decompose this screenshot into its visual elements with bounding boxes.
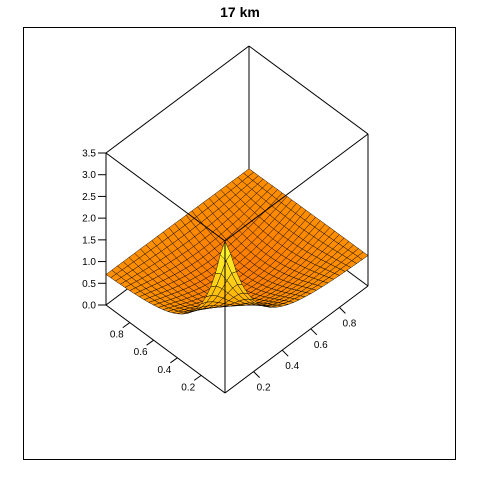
box-edge-back-1 <box>248 45 369 135</box>
y-tick-label: 0.6 <box>134 347 148 358</box>
x-tick-label: 0.6 <box>314 340 328 351</box>
axes: 0.0 0.5 1.0 1.5 2.0 2.5 3.0 3.5 0.2 0.4 0.6 0.8 0.2 0… <box>82 149 357 394</box>
x-tick-label: 0.2 <box>257 383 271 394</box>
surface-mesh <box>105 168 369 315</box>
z-tick-label: 0.0 <box>82 301 96 312</box>
box-front-edges <box>105 133 369 394</box>
box-edge-front-1 <box>224 133 369 242</box>
y-tick-label: 0.4 <box>157 365 171 376</box>
z-tick-label: 2.5 <box>82 192 96 203</box>
y-tick <box>122 322 131 329</box>
y-tick <box>193 374 202 381</box>
plot-frame <box>23 27 456 460</box>
z-tick-label: 3.0 <box>82 170 96 181</box>
z-tick-label: 0.5 <box>82 279 96 290</box>
z-tick-label: 2.0 <box>82 214 96 225</box>
box-edge-front-6 <box>105 304 226 394</box>
box-edge-front-5 <box>224 285 369 394</box>
x-tick-label: 0.8 <box>342 318 356 329</box>
z-tick-label: 1.0 <box>82 257 96 268</box>
z-tick-label: 3.5 <box>82 149 96 160</box>
y-tick <box>170 357 178 364</box>
chart-title: 17 km <box>220 4 260 20</box>
box-edge-back-0 <box>105 45 250 154</box>
y-tick-label: 0.8 <box>110 330 124 341</box>
y-tick-label: 0.2 <box>181 382 195 393</box>
x-tick <box>281 349 289 357</box>
x-tick <box>253 371 260 378</box>
x-tick-label: 0.4 <box>285 361 299 372</box>
y-tick <box>146 339 154 346</box>
z-tick-label: 1.5 <box>82 235 96 246</box>
box-edge-front-2 <box>105 152 226 242</box>
x-tick <box>339 307 346 314</box>
x-tick <box>310 328 318 336</box>
